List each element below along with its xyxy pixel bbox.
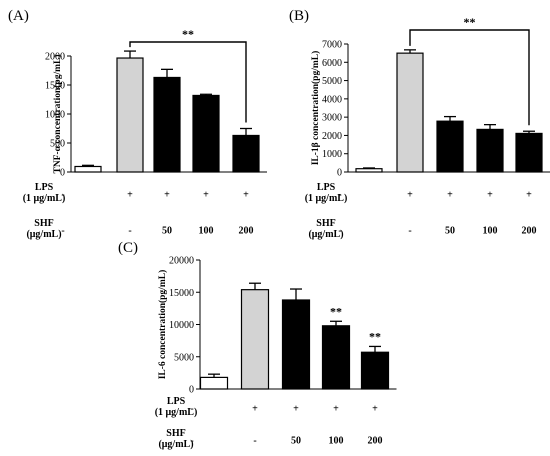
y-tick-label: 20000 [169, 256, 194, 267]
panel-label: (A) [8, 8, 29, 24]
lps-value: + [293, 404, 299, 415]
bar-1 [355, 168, 383, 173]
lps-value: + [447, 190, 453, 201]
shf-value: - [338, 226, 341, 237]
bar-2 [396, 52, 424, 173]
shf-value: 50 [445, 226, 455, 237]
y-tick-label: 4000 [322, 94, 342, 105]
lps-value: + [243, 190, 249, 201]
lps-unit: (1 μg/mL) [305, 193, 348, 204]
lps-unit: (1 μg/mL) [23, 193, 66, 204]
lps-value: + [487, 190, 493, 201]
y-tick-label: 7000 [322, 40, 342, 51]
bar-5 [232, 134, 260, 173]
y-tick-label: 1000 [45, 110, 65, 121]
lps-value: + [203, 190, 209, 201]
lps-value: - [190, 404, 193, 415]
bar-5 [515, 132, 543, 173]
panel-label: (C) [118, 240, 138, 256]
shf-unit: (μg/mL) [26, 229, 61, 240]
bar-1 [74, 165, 102, 173]
shf-unit: (μg/mL) [158, 439, 193, 450]
y-tick-label: 2000 [45, 52, 65, 63]
y-tick-label: 0 [189, 385, 194, 396]
lps-label: LPS [35, 182, 54, 193]
shf-value: - [61, 226, 64, 237]
y-tick-label: 15000 [169, 288, 194, 299]
shf-value: - [253, 436, 256, 447]
y-tick-label: 0 [337, 168, 342, 179]
lps-value: - [338, 190, 341, 201]
shf-value: 200 [522, 226, 537, 237]
significance-bracket [129, 41, 247, 123]
bar-5 [360, 351, 390, 390]
y-tick-label: 6000 [322, 58, 342, 69]
y-tick-label: 1000 [322, 149, 342, 160]
lps-value: + [372, 404, 378, 415]
bar-4 [476, 128, 504, 173]
shf-value: 100 [329, 436, 344, 447]
bar-4 [321, 325, 351, 390]
lps-value: + [407, 190, 413, 201]
significance-marker: ** [464, 15, 476, 29]
lps-value: + [252, 404, 258, 415]
lps-value: - [61, 190, 64, 201]
bar-2 [240, 289, 270, 390]
lps-label: LPS [167, 396, 186, 407]
shf-value: - [128, 226, 131, 237]
shf-value: 200 [368, 436, 383, 447]
shf-label: SHF [166, 428, 185, 439]
lps-value: + [333, 404, 339, 415]
significance-marker: ** [330, 304, 342, 318]
chart-panel-1: (A) TNF-α concentration(pg/mL)0 500 1000 150… [8, 8, 267, 240]
y-tick-label: 5000 [322, 76, 342, 87]
y-tick-label: 10000 [169, 320, 194, 331]
y-tick-label: 2000 [322, 131, 342, 142]
bar-3 [436, 120, 464, 173]
y-tick-label: 3000 [322, 113, 342, 124]
y-axis-label: IL-6 concentration(pg/mL) [157, 270, 168, 380]
bar-2 [116, 57, 144, 173]
panel-label: (B) [289, 8, 309, 24]
shf-value: 50 [162, 226, 172, 237]
shf-value: 100 [199, 226, 214, 237]
y-axis-label: TNF-α concentration(pg/mL) [52, 54, 63, 173]
shf-value: - [190, 436, 193, 447]
shf-label: SHF [34, 218, 53, 229]
chart-panel-3: (C) IL-6 concentration(pg/mL) 0 5000 10000 15… [118, 240, 397, 450]
lps-value: + [127, 190, 133, 201]
y-tick-label: 5000 [174, 352, 194, 363]
y-tick-label: 500 [50, 139, 65, 150]
shf-value: 100 [483, 226, 498, 237]
shf-value: 200 [239, 226, 254, 237]
significance-marker: ** [369, 329, 381, 343]
significance-marker: ** [182, 27, 194, 41]
y-tick-label: 0 [60, 168, 65, 179]
shf-unit: (μg/mL) [308, 229, 343, 240]
bar-1 [199, 376, 229, 390]
bar-3 [281, 299, 311, 390]
bar-4 [192, 94, 220, 173]
lps-value: + [526, 190, 532, 201]
chart-panel-2: (B) IL-1β concentration(pg/mL) 0 1000 2000 30… [289, 8, 550, 240]
bar-3 [153, 76, 181, 173]
significance-bracket [409, 29, 530, 126]
y-tick-label: 1500 [45, 81, 65, 92]
y-axis-label: IL-1β concentration(pg/mL) [310, 51, 321, 166]
shf-value: - [408, 226, 411, 237]
lps-unit: (1 μg/mL) [155, 407, 198, 418]
shf-value: 50 [291, 436, 301, 447]
shf-label: SHF [316, 218, 335, 229]
lps-value: + [164, 190, 170, 201]
lps-label: LPS [317, 182, 336, 193]
